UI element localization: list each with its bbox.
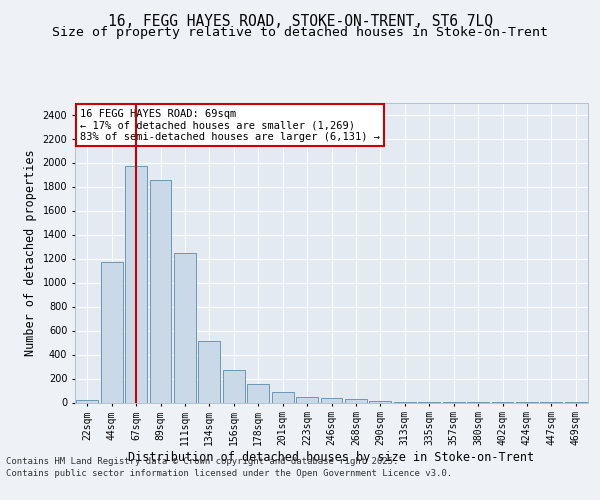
Bar xyxy=(345,399,367,402)
Bar xyxy=(125,166,147,402)
Bar xyxy=(320,398,343,402)
Text: 16, FEGG HAYES ROAD, STOKE-ON-TRENT, ST6 7LQ: 16, FEGG HAYES ROAD, STOKE-ON-TRENT, ST6… xyxy=(107,14,493,29)
Bar xyxy=(101,262,122,402)
Text: 16 FEGG HAYES ROAD: 69sqm
← 17% of detached houses are smaller (1,269)
83% of se: 16 FEGG HAYES ROAD: 69sqm ← 17% of detac… xyxy=(80,108,380,142)
Text: Size of property relative to detached houses in Stoke-on-Trent: Size of property relative to detached ho… xyxy=(52,26,548,39)
Bar xyxy=(272,392,293,402)
Bar xyxy=(76,400,98,402)
Bar xyxy=(223,370,245,402)
Text: Contains HM Land Registry data © Crown copyright and database right 2025.: Contains HM Land Registry data © Crown c… xyxy=(6,458,398,466)
Bar xyxy=(199,340,220,402)
Text: Contains public sector information licensed under the Open Government Licence v3: Contains public sector information licen… xyxy=(6,469,452,478)
Bar xyxy=(296,396,318,402)
Bar xyxy=(149,180,172,402)
Bar xyxy=(370,401,391,402)
Y-axis label: Number of detached properties: Number of detached properties xyxy=(24,149,37,356)
Bar xyxy=(174,253,196,402)
Bar xyxy=(247,384,269,402)
X-axis label: Distribution of detached houses by size in Stoke-on-Trent: Distribution of detached houses by size … xyxy=(128,451,535,464)
